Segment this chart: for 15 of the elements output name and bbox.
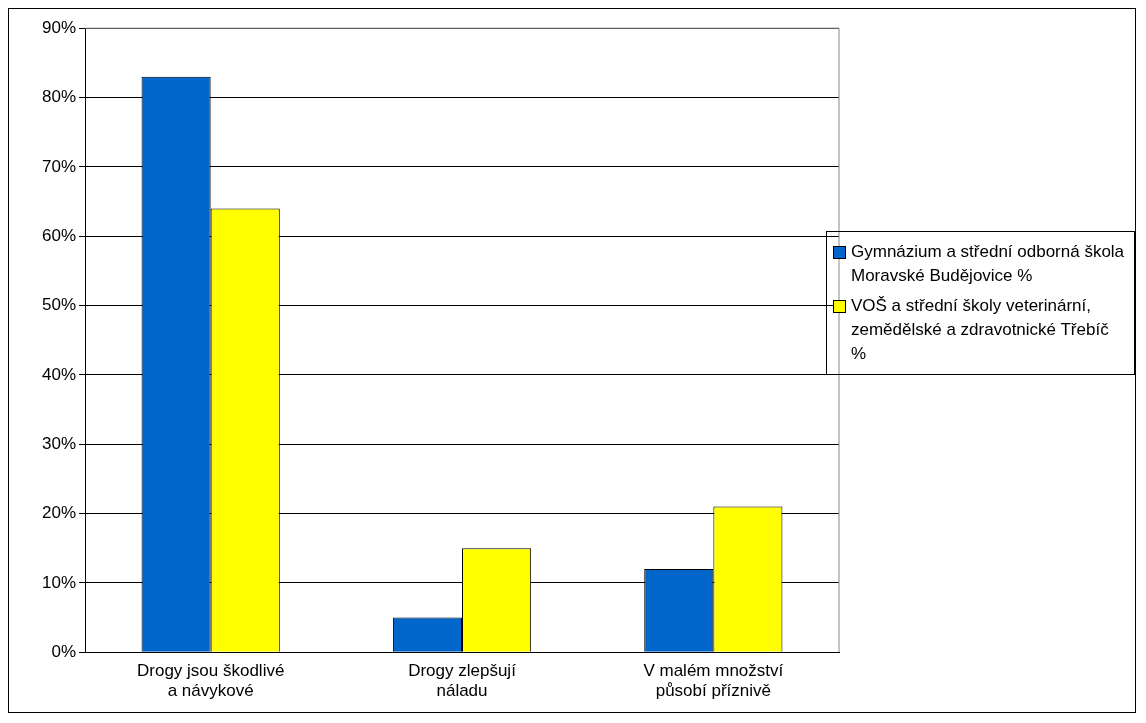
x-tick-label: Drogy zlepšují náladu [408,661,517,701]
x-tick-label: Drogy jsou škodlivé a návykové [136,661,285,701]
legend-label: VOŠ a střední školy veterinární, zemědělské a zdravotnické Třebíč % [851,295,1110,365]
x-tick-label: V malém množství působí příznivě [643,661,784,701]
y-tick-label: 80% [41,87,77,107]
y-tick-label: 10% [41,572,77,592]
y-tick-label: 40% [41,364,77,384]
y-tick-label: 90% [41,17,77,37]
y-tick-label: 50% [41,295,77,315]
y-tick-label: 30% [41,433,77,453]
y-tick-label: 70% [41,156,77,176]
y-tick-label: 20% [41,503,77,523]
y-tick-label: 0% [51,641,77,661]
legend-label: Gymnázium a střední odborná škola Moravské Budějovice % [851,241,1126,287]
y-tick-label: 60% [41,225,77,245]
